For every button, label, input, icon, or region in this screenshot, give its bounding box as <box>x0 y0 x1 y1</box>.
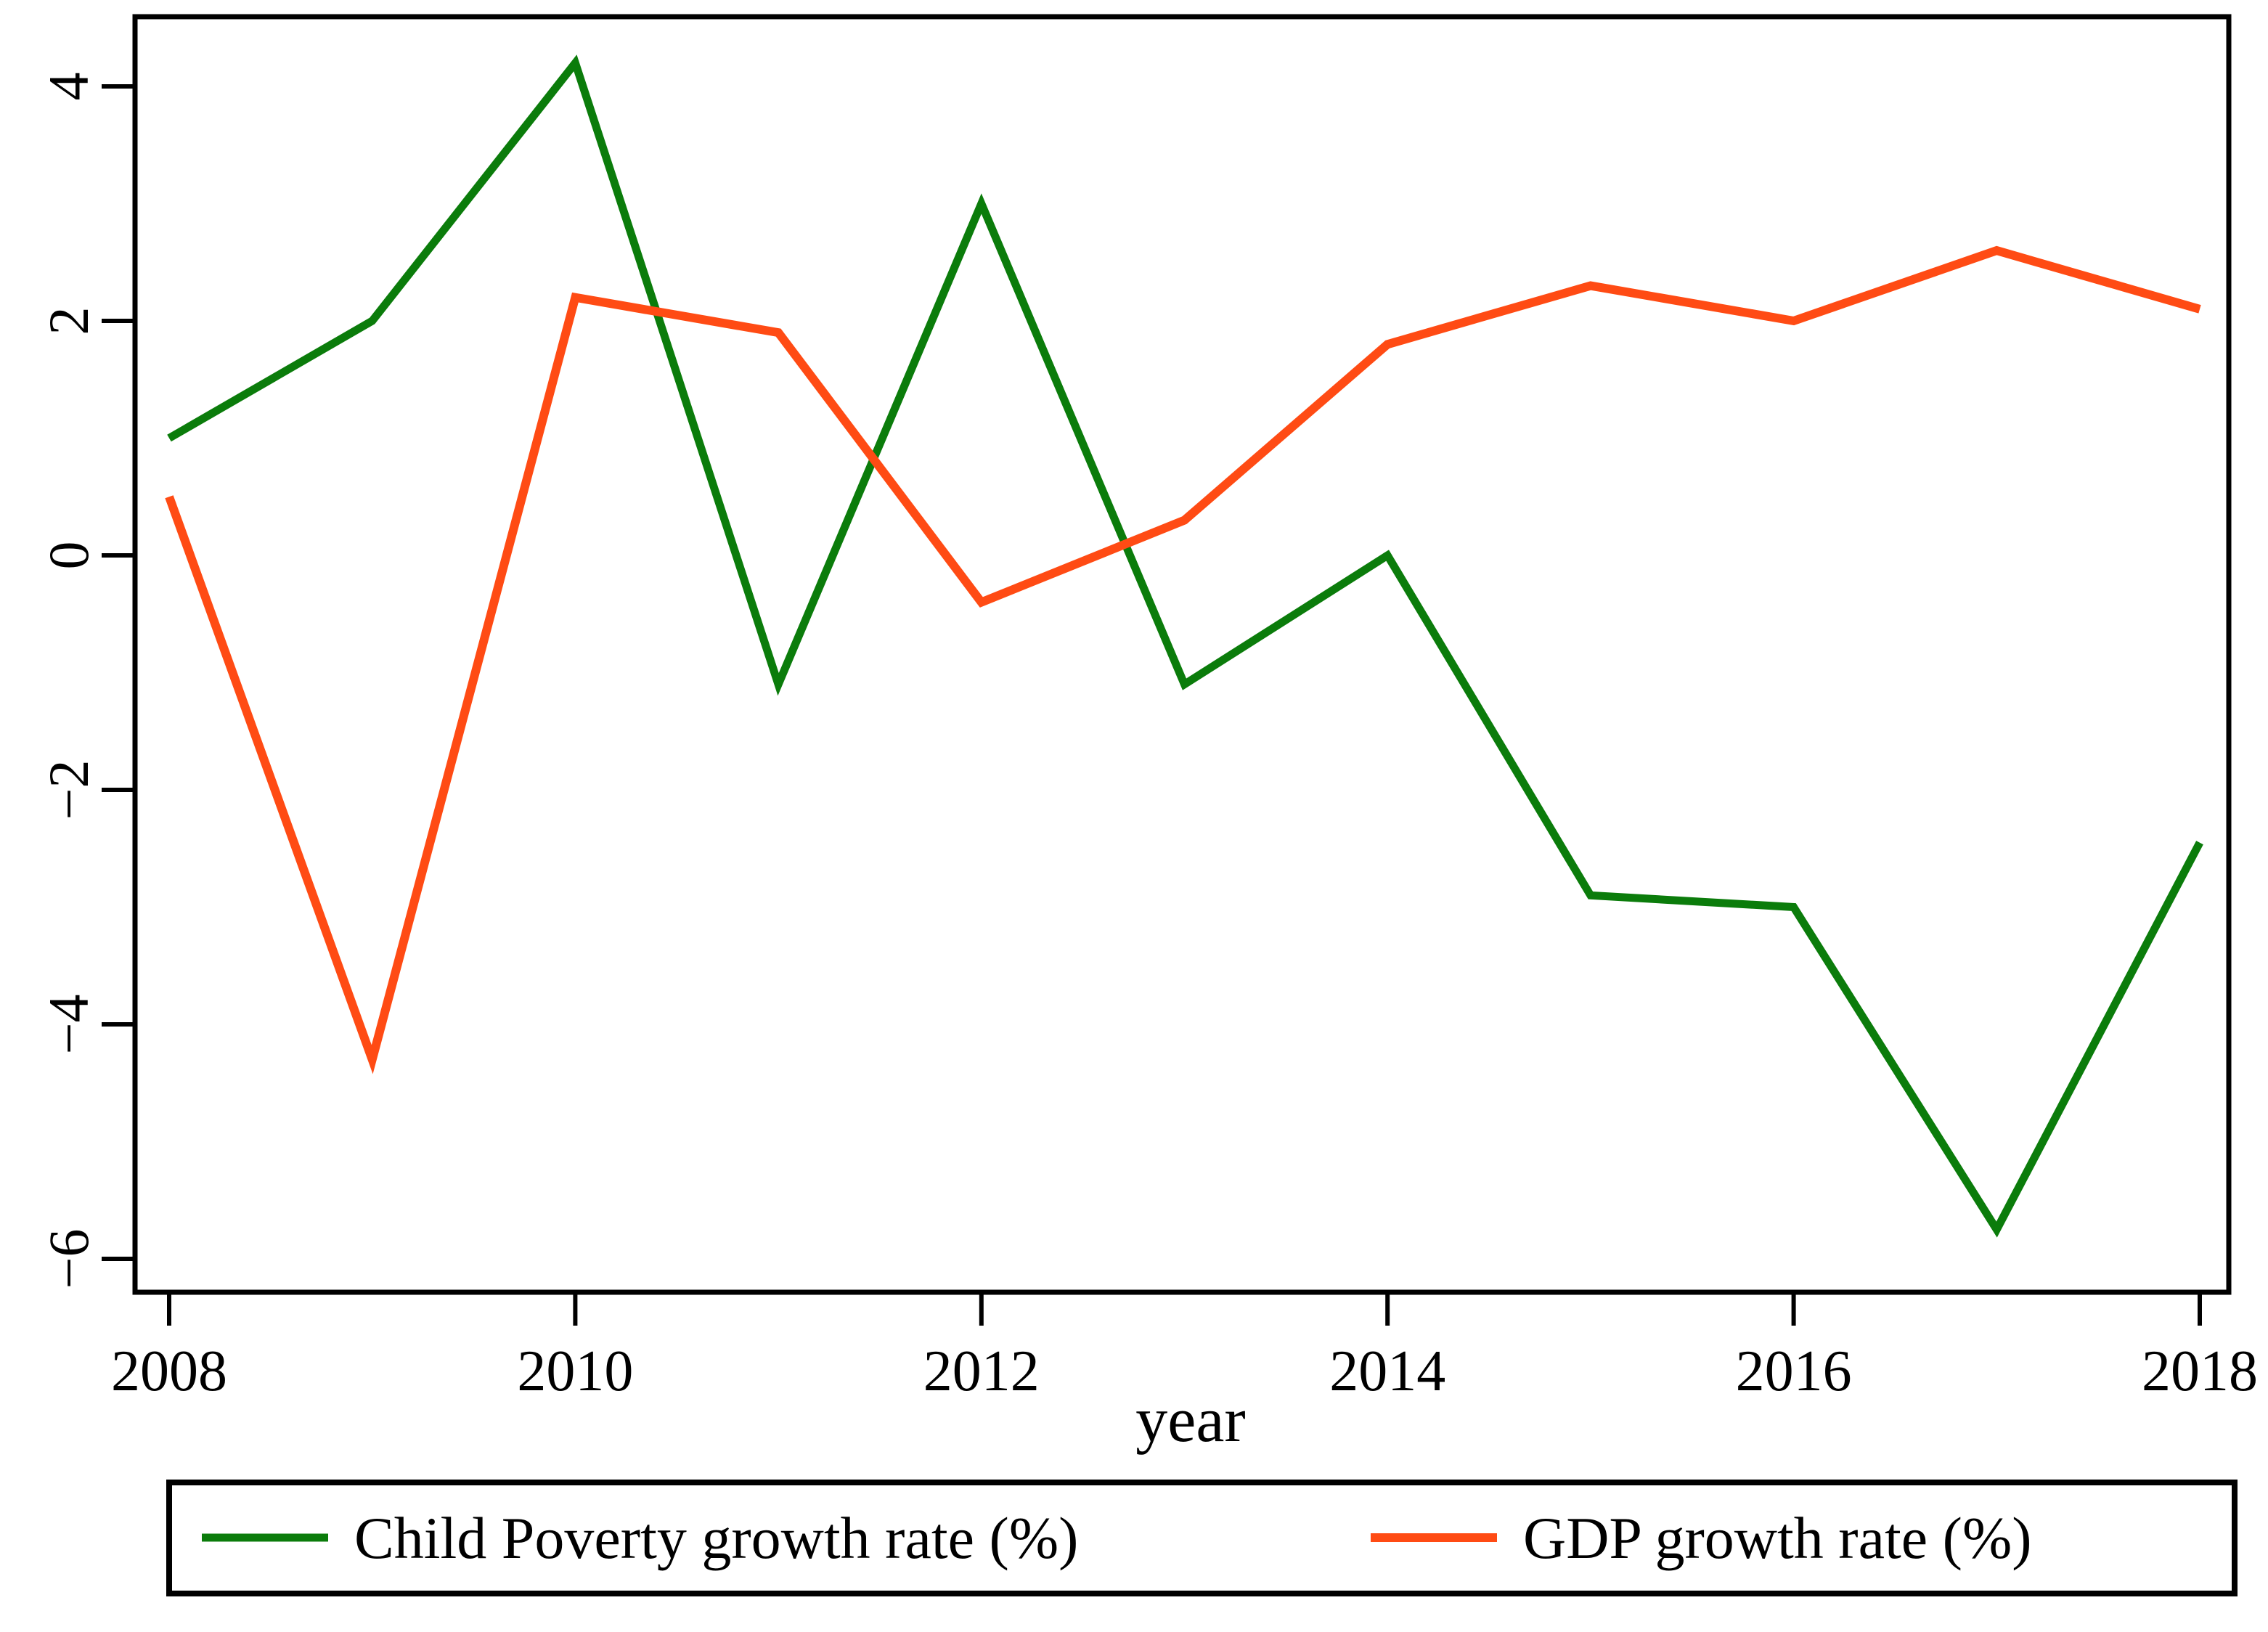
child-poverty-line <box>167 54 2203 1238</box>
legend-box <box>166 1480 2238 1596</box>
x-tick-label: 2010 <box>517 1339 633 1403</box>
legend-label-child-poverty: Child Poverty growth rate (%) <box>354 1505 1078 1571</box>
x-axis-title: year <box>1135 1385 1245 1456</box>
x-axis: 2008 2010 2012 2014 2016 2018 <box>111 1292 2258 1403</box>
legend-label-gdp: GDP growth rate (%) <box>1523 1505 2032 1571</box>
gdp-line <box>165 245 2201 1074</box>
x-tick-label: 2008 <box>111 1339 227 1403</box>
series-lines <box>165 54 2203 1238</box>
y-tick-label: 4 <box>37 73 100 101</box>
y-tick-label: −4 <box>37 995 100 1055</box>
y-tick-label: 0 <box>37 542 100 570</box>
plot-area <box>132 14 2232 1295</box>
y-tick-label: 2 <box>37 307 100 335</box>
x-tick-label: 2012 <box>923 1339 1040 1403</box>
x-tick-label: 2018 <box>2142 1339 2258 1403</box>
legend: Child Poverty growth rate (%) GDP growth… <box>166 1480 2238 1596</box>
y-tick-label: −2 <box>37 760 100 820</box>
y-axis: 4 2 0 −2 −4 −6 <box>37 73 135 1289</box>
x-tick-label: 2016 <box>1736 1339 1852 1403</box>
y-tick-label: −6 <box>37 1229 100 1289</box>
x-tick-label: 2014 <box>1329 1339 1445 1403</box>
